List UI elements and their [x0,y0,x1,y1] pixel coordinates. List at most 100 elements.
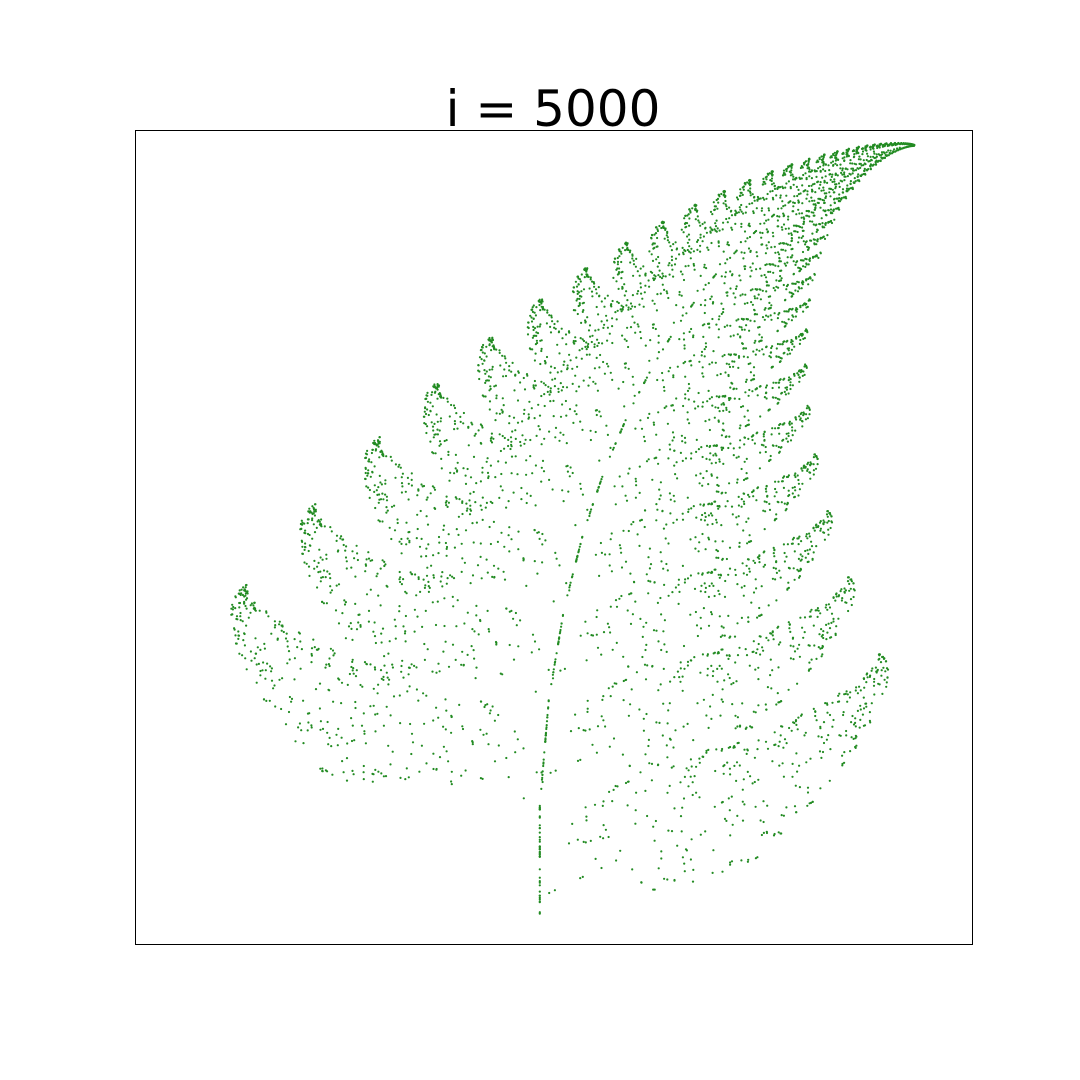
scatter-point [684,393,687,396]
scatter-point [788,627,791,630]
scatter-point [656,508,659,511]
scatter-point [743,492,746,495]
scatter-point [445,504,448,507]
scatter-point [843,590,846,594]
scatter-point [630,688,633,691]
scatter-point [596,646,600,649]
scatter-point [581,428,584,431]
scatter-point [806,404,809,407]
scatter-point [680,830,683,833]
scatter-point [704,548,707,551]
scatter-point [639,617,642,621]
scatter-point [716,667,719,671]
scatter-point [771,386,774,390]
scatter-point [789,657,793,660]
scatter-point [581,535,584,538]
scatter-point [726,761,729,764]
scatter-point [808,413,811,416]
scatter-point [497,567,500,570]
scatter-point [634,496,638,499]
scatter-point [261,669,264,672]
scatter-point [368,496,371,499]
scatter-point [913,143,916,147]
scatter-point [775,703,778,706]
scatter-point [885,151,888,154]
scatter-point [849,578,852,581]
scatter-point [566,470,570,473]
scatter-point [803,734,806,737]
scatter-point [827,519,830,523]
scatter-point [462,411,465,415]
scatter-point [576,292,579,295]
scatter-point [837,595,840,598]
scatter-point [728,410,731,413]
scatter-point [246,590,249,593]
scatter-point [416,527,419,531]
scatter-point [622,425,625,428]
scatter-point [825,192,828,195]
scatter-point [704,420,707,423]
scatter-point [479,728,482,731]
scatter-point [826,608,829,611]
scatter-point [704,586,708,590]
scatter-point [470,421,473,424]
scatter-point [542,764,545,768]
scatter-point [771,760,774,763]
scatter-point [632,263,636,266]
scatter-point [631,315,634,318]
scatter-point [368,488,371,492]
scatter-point [786,440,790,443]
scatter-point [488,400,492,403]
scatter-point [603,297,607,300]
scatter-point [370,451,373,455]
scatter-point [787,218,790,221]
scatter-point [798,212,801,215]
scatter-point [805,302,808,306]
scatter-point [893,148,896,151]
scatter-point [548,891,551,895]
scatter-point [400,552,403,555]
scatter-point [683,217,686,220]
scatter-point [764,487,768,490]
scatter-point [742,347,746,350]
scatter-point [802,636,805,639]
scatter-point [579,487,583,490]
scatter-point [778,279,781,283]
scatter-point [413,630,416,633]
scatter-point [245,624,248,627]
scatter-point [353,739,356,742]
scatter-point [581,493,585,496]
scatter-point [771,231,775,234]
scatter-point [448,415,451,418]
scatter-point [479,441,482,445]
scatter-point [421,625,424,629]
scatter-point [641,297,644,300]
scatter-point [765,708,768,711]
scatter-point [540,347,543,350]
scatter-point [796,280,799,283]
scatter-point [756,487,759,490]
scatter-point [538,855,541,859]
scatter-point [659,596,662,600]
scatter-point [831,180,834,183]
scatter-point [380,632,383,635]
scatter-point [658,269,661,272]
scatter-point [440,467,443,470]
scatter-point [667,709,670,712]
scatter-point [656,357,659,360]
scatter-point [735,387,738,390]
scatter-point [834,159,838,162]
scatter-point [379,481,382,484]
scatter-point [752,591,756,594]
scatter-point [246,592,249,595]
scatter-point [747,558,750,561]
scatter-point [324,666,327,669]
scatter-point [535,434,538,437]
scatter-point [723,282,726,285]
scatter-point [874,163,878,166]
scatter-point [729,834,732,837]
scatter-point [454,658,457,662]
scatter-point [757,739,760,742]
scatter-point [792,567,795,570]
scatter-point [716,505,719,508]
